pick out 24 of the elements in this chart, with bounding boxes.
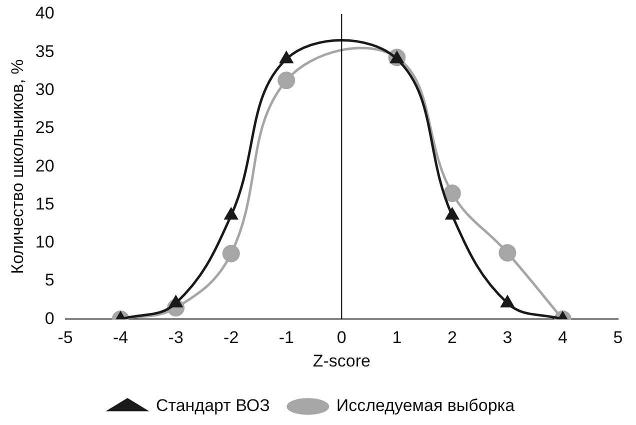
x-tick-label: 1 bbox=[392, 328, 402, 348]
legend-label: Исследуемая выборка bbox=[336, 396, 516, 416]
y-tick-label: 30 bbox=[35, 80, 54, 99]
x-tick-label: -1 bbox=[278, 328, 294, 348]
x-tick-label: -2 bbox=[224, 328, 239, 348]
y-tick-label: 5 bbox=[44, 270, 54, 290]
x-tick-label: 0 bbox=[336, 328, 346, 348]
x-tick-label: 2 bbox=[447, 328, 457, 348]
x-tick-label: 5 bbox=[613, 328, 623, 348]
y-tick-label: 25 bbox=[35, 118, 54, 138]
x-tick-label: 3 bbox=[502, 328, 512, 348]
y-tick-label: 10 bbox=[35, 232, 54, 252]
x-tick-label: -5 bbox=[58, 328, 73, 348]
y-tick-label: 0 bbox=[44, 308, 54, 328]
y-axis-title: Количество школьников, % bbox=[8, 59, 27, 274]
legend-label: Стандарт ВОЗ bbox=[156, 396, 270, 416]
y-tick-label: 40 bbox=[35, 4, 54, 23]
y-tick-label: 20 bbox=[35, 156, 54, 176]
y-tick-label: 15 bbox=[35, 194, 54, 214]
x-axis-title: Z-score bbox=[312, 351, 370, 370]
x-tick-label: 4 bbox=[558, 328, 568, 348]
x-tick-label: -4 bbox=[113, 328, 128, 348]
y-tick-label: 35 bbox=[35, 42, 54, 61]
x-tick-label: -3 bbox=[168, 328, 184, 348]
